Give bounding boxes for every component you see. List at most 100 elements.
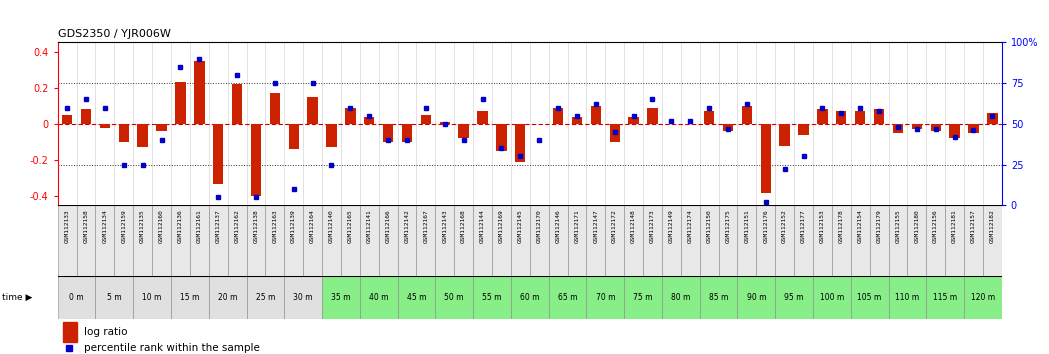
Text: 35 m: 35 m (331, 293, 350, 302)
Text: GSM112150: GSM112150 (707, 209, 711, 242)
Bar (553, 108, 563, 124)
Bar (209, 276, 247, 319)
Bar (383, 124, 393, 142)
Text: GSM112172: GSM112172 (613, 209, 617, 242)
Bar (63, 322, 77, 342)
Text: 40 m: 40 m (369, 293, 388, 302)
Text: GSM112155: GSM112155 (896, 209, 900, 242)
Bar (171, 276, 209, 319)
Bar (987, 113, 998, 124)
Bar (515, 124, 526, 162)
Text: 0 m: 0 m (69, 293, 84, 302)
Bar (95, 205, 114, 276)
Text: 45 m: 45 m (407, 293, 426, 302)
Bar (209, 205, 228, 276)
Text: GSM112145: GSM112145 (518, 209, 522, 242)
Bar (530, 205, 549, 276)
Bar (511, 276, 549, 319)
Text: GSM112160: GSM112160 (159, 209, 164, 242)
Bar (968, 124, 979, 133)
Text: GSM112178: GSM112178 (839, 209, 843, 242)
Text: GSM112180: GSM112180 (915, 209, 919, 242)
Text: 80 m: 80 m (671, 293, 690, 302)
Text: GSM112167: GSM112167 (424, 209, 428, 242)
Text: 100 m: 100 m (819, 293, 844, 302)
Bar (700, 276, 737, 319)
Text: GSM112137: GSM112137 (216, 209, 220, 242)
Bar (851, 205, 870, 276)
Text: 60 m: 60 m (520, 293, 539, 302)
Bar (761, 124, 771, 193)
Bar (284, 276, 322, 319)
Text: 115 m: 115 m (934, 293, 957, 302)
Text: 20 m: 20 m (218, 293, 237, 302)
Bar (568, 205, 586, 276)
Text: GSM112162: GSM112162 (235, 209, 239, 242)
Bar (775, 205, 794, 276)
Bar (458, 124, 469, 138)
Bar (813, 276, 851, 319)
Bar (435, 276, 473, 319)
Bar (586, 205, 605, 276)
Bar (756, 205, 775, 276)
Bar (662, 276, 700, 319)
Bar (945, 205, 964, 276)
Bar (779, 124, 790, 145)
Text: GSM112159: GSM112159 (122, 209, 126, 242)
Bar (133, 276, 171, 319)
Bar (473, 276, 511, 319)
Text: 105 m: 105 m (857, 293, 882, 302)
Bar (435, 205, 454, 276)
Bar (247, 205, 265, 276)
Bar (288, 124, 299, 149)
Bar (870, 205, 889, 276)
Text: GSM112161: GSM112161 (197, 209, 201, 242)
Bar (171, 205, 190, 276)
Bar (398, 205, 416, 276)
Bar (930, 124, 941, 131)
Bar (440, 122, 450, 124)
Text: GSM112177: GSM112177 (801, 209, 806, 242)
Bar (345, 108, 356, 124)
Bar (81, 109, 91, 124)
Text: GSM112174: GSM112174 (688, 209, 692, 242)
Bar (624, 276, 662, 319)
Text: 25 m: 25 m (256, 293, 275, 302)
Text: 30 m: 30 m (294, 293, 313, 302)
Text: GSM112163: GSM112163 (273, 209, 277, 242)
Bar (77, 205, 95, 276)
Text: percentile rank within the sample: percentile rank within the sample (84, 343, 260, 353)
Bar (360, 276, 398, 319)
Text: GSM112181: GSM112181 (952, 209, 957, 242)
Bar (303, 205, 322, 276)
Text: 70 m: 70 m (596, 293, 615, 302)
Bar (421, 115, 431, 124)
Bar (454, 205, 473, 276)
Bar (473, 205, 492, 276)
Bar (402, 124, 412, 142)
Text: GSM112170: GSM112170 (537, 209, 541, 242)
Bar (379, 205, 398, 276)
Bar (194, 61, 205, 124)
Bar (817, 109, 828, 124)
Bar (855, 111, 865, 124)
Bar (851, 276, 889, 319)
Bar (719, 205, 737, 276)
Bar (704, 111, 714, 124)
Text: GSM112175: GSM112175 (726, 209, 730, 242)
Bar (62, 115, 72, 124)
Bar (119, 124, 129, 142)
Bar (549, 276, 586, 319)
Text: 120 m: 120 m (971, 293, 994, 302)
Bar (572, 117, 582, 124)
Bar (511, 205, 530, 276)
Text: 90 m: 90 m (747, 293, 766, 302)
Bar (114, 205, 133, 276)
Bar (100, 124, 110, 127)
Text: GSM112140: GSM112140 (329, 209, 334, 242)
Bar (232, 84, 242, 124)
Bar (813, 205, 832, 276)
Text: GSM112176: GSM112176 (764, 209, 768, 242)
Text: GSM112182: GSM112182 (990, 209, 994, 242)
Text: GSM112168: GSM112168 (462, 209, 466, 242)
